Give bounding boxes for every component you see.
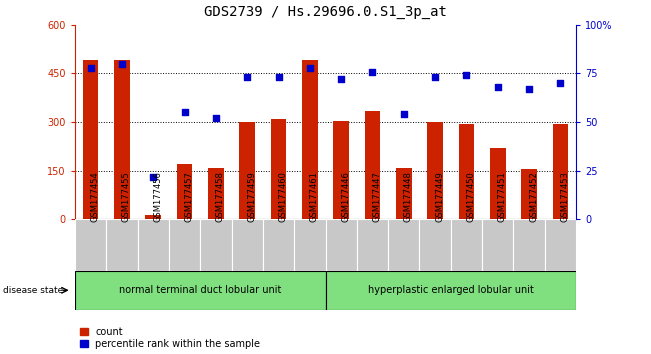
- Point: [493, 84, 503, 90]
- Text: GSM177455: GSM177455: [122, 171, 131, 222]
- Point: [336, 76, 346, 82]
- Text: GSM177460: GSM177460: [279, 171, 288, 222]
- Bar: [388, 219, 419, 271]
- Bar: [419, 219, 450, 271]
- Bar: [114, 61, 130, 219]
- Point: [462, 73, 472, 78]
- Text: hyperplastic enlarged lobular unit: hyperplastic enlarged lobular unit: [368, 285, 534, 295]
- Text: GSM177457: GSM177457: [184, 171, 193, 222]
- Point: [211, 115, 221, 121]
- Point: [367, 69, 378, 74]
- Bar: [490, 148, 506, 219]
- Bar: [459, 124, 475, 219]
- Text: GSM177452: GSM177452: [529, 171, 538, 222]
- Bar: [240, 122, 255, 219]
- Text: disease state: disease state: [3, 286, 64, 295]
- Bar: [263, 219, 294, 271]
- Bar: [450, 219, 482, 271]
- Text: GSM177451: GSM177451: [498, 171, 507, 222]
- Bar: [396, 167, 411, 219]
- Bar: [365, 111, 380, 219]
- Text: GSM177458: GSM177458: [216, 171, 225, 222]
- Bar: [333, 120, 349, 219]
- Point: [555, 80, 566, 86]
- Bar: [201, 219, 232, 271]
- Point: [273, 74, 284, 80]
- Bar: [427, 122, 443, 219]
- Point: [85, 65, 96, 70]
- Text: GDS2739 / Hs.29696.0.S1_3p_at: GDS2739 / Hs.29696.0.S1_3p_at: [204, 5, 447, 19]
- Legend: count, percentile rank within the sample: count, percentile rank within the sample: [79, 327, 260, 349]
- Bar: [75, 219, 106, 271]
- Bar: [326, 271, 576, 310]
- Point: [524, 86, 534, 92]
- Bar: [106, 219, 137, 271]
- Point: [305, 65, 315, 70]
- Text: GSM177454: GSM177454: [90, 171, 100, 222]
- Text: GSM177453: GSM177453: [561, 171, 570, 222]
- Point: [398, 112, 409, 117]
- Point: [179, 110, 189, 115]
- Text: GSM177461: GSM177461: [310, 171, 319, 222]
- Bar: [553, 124, 568, 219]
- Bar: [521, 169, 537, 219]
- Bar: [75, 271, 326, 310]
- Bar: [326, 219, 357, 271]
- Bar: [137, 219, 169, 271]
- Text: GSM177456: GSM177456: [153, 171, 162, 222]
- Bar: [514, 219, 545, 271]
- Text: GSM177459: GSM177459: [247, 171, 256, 222]
- Bar: [232, 219, 263, 271]
- Text: normal terminal duct lobular unit: normal terminal duct lobular unit: [119, 285, 281, 295]
- Point: [242, 74, 253, 80]
- Text: GSM177449: GSM177449: [435, 171, 444, 222]
- Bar: [83, 61, 98, 219]
- Bar: [271, 119, 286, 219]
- Point: [430, 74, 440, 80]
- Text: GSM177448: GSM177448: [404, 171, 413, 222]
- Bar: [302, 61, 318, 219]
- Point: [148, 174, 158, 179]
- Point: [117, 61, 127, 67]
- Bar: [545, 219, 576, 271]
- Bar: [482, 219, 514, 271]
- Bar: [145, 215, 161, 219]
- Bar: [294, 219, 326, 271]
- Bar: [208, 167, 224, 219]
- Text: GSM177450: GSM177450: [467, 171, 475, 222]
- Bar: [176, 164, 192, 219]
- Text: GSM177447: GSM177447: [372, 171, 381, 222]
- Text: GSM177446: GSM177446: [341, 171, 350, 222]
- Bar: [169, 219, 201, 271]
- Bar: [357, 219, 388, 271]
